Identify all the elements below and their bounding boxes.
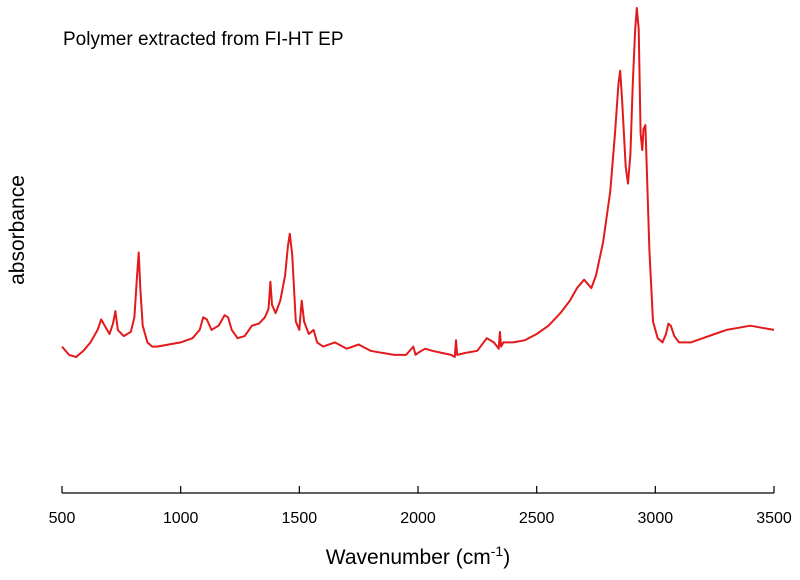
x-tick-label: 1000 — [163, 510, 199, 527]
x-tick-label: 3000 — [638, 510, 674, 527]
x-tick-label: 500 — [49, 510, 76, 527]
x-axis-title-suffix: ) — [503, 546, 510, 569]
x-tick-label: 3500 — [756, 510, 792, 527]
absorbance-series-line — [61, 7, 775, 358]
y-axis-title: absorbance — [6, 175, 29, 285]
x-axis-title-main: Wavenumber (cm — [326, 546, 491, 569]
x-axis-title-superscript: -1 — [491, 543, 504, 559]
x-axis-title: Wavenumber (cm-1) — [326, 543, 510, 569]
x-tick-label: 2500 — [519, 510, 555, 527]
chart-title: Polymer extracted from FI-HT EP — [63, 29, 344, 50]
x-tick-label: 2000 — [400, 510, 436, 527]
x-tick-label: 1500 — [282, 510, 318, 527]
x-ticks: 500 1000 1500 2000 2500 3000 3500 — [49, 486, 792, 527]
